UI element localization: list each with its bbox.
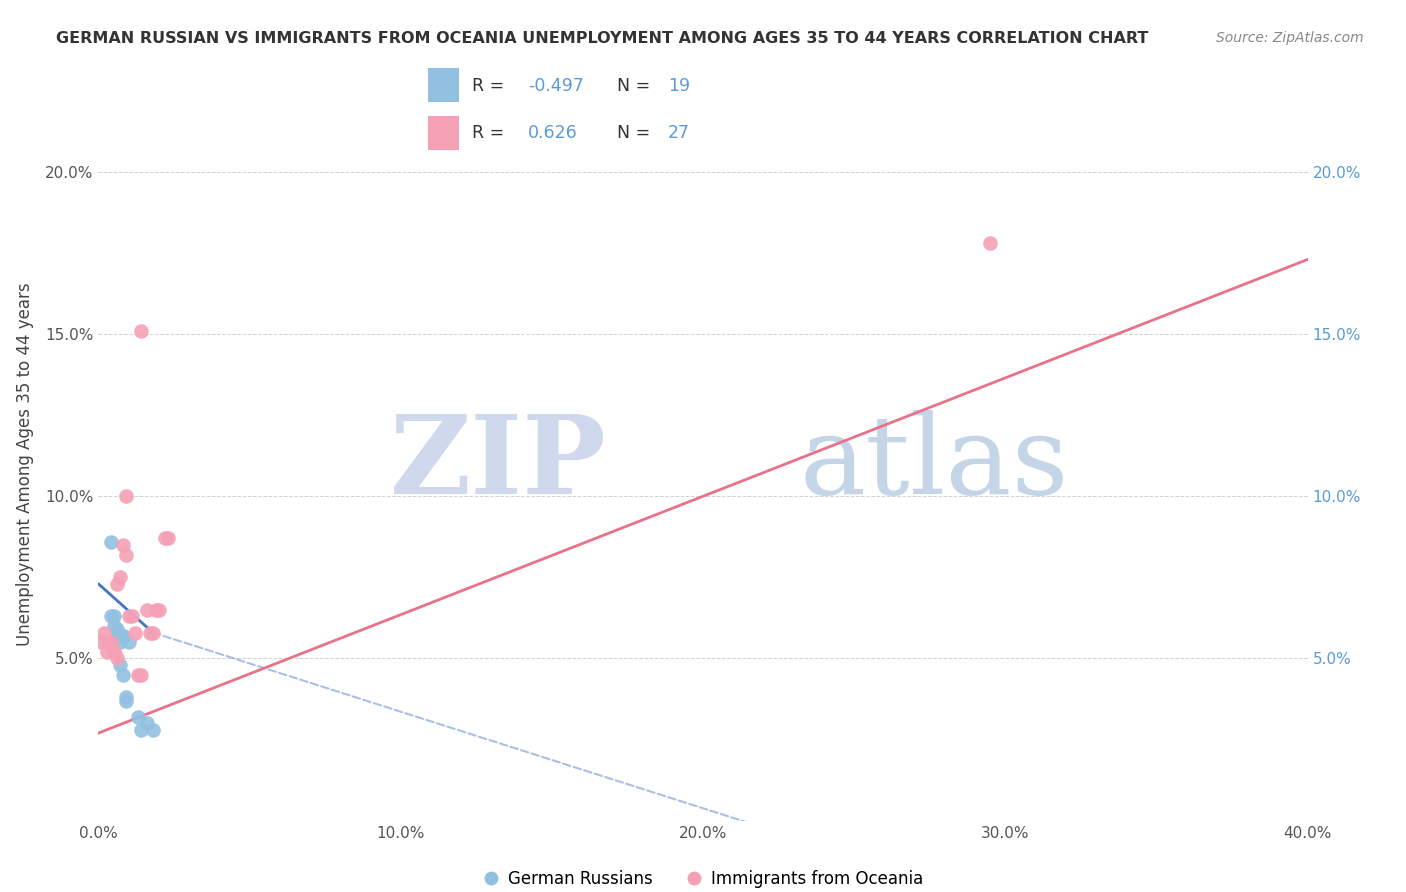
Point xyxy=(135,603,157,617)
Text: N =: N = xyxy=(617,124,651,142)
Text: R =: R = xyxy=(472,124,505,142)
Point xyxy=(108,635,131,649)
Point xyxy=(153,532,176,546)
Text: ZIP: ZIP xyxy=(389,410,606,517)
Point xyxy=(90,635,112,649)
Point xyxy=(114,693,136,707)
Point xyxy=(139,625,162,640)
Point xyxy=(124,625,146,640)
Point xyxy=(100,609,122,624)
Y-axis label: Unemployment Among Ages 35 to 44 years: Unemployment Among Ages 35 to 44 years xyxy=(15,282,34,646)
Point xyxy=(108,570,131,584)
Text: R =: R = xyxy=(472,77,505,95)
Point xyxy=(142,723,165,737)
Point xyxy=(105,577,128,591)
Text: GERMAN RUSSIAN VS IMMIGRANTS FROM OCEANIA UNEMPLOYMENT AMONG AGES 35 TO 44 YEARS: GERMAN RUSSIAN VS IMMIGRANTS FROM OCEANI… xyxy=(56,31,1149,46)
Point xyxy=(108,629,131,643)
Text: 0.626: 0.626 xyxy=(527,124,578,142)
Point xyxy=(100,635,122,649)
Text: N =: N = xyxy=(617,77,651,95)
Point xyxy=(135,716,157,731)
Text: Source: ZipAtlas.com: Source: ZipAtlas.com xyxy=(1216,31,1364,45)
Point xyxy=(156,532,179,546)
Point xyxy=(127,710,149,724)
Point xyxy=(118,635,141,649)
Point xyxy=(114,548,136,562)
Point xyxy=(129,667,152,681)
Point xyxy=(103,619,125,633)
Point xyxy=(127,667,149,681)
Bar xyxy=(429,117,458,150)
Point xyxy=(96,635,118,649)
Point xyxy=(100,534,122,549)
Text: -0.497: -0.497 xyxy=(527,77,583,95)
Bar xyxy=(429,69,458,102)
Text: atlas: atlas xyxy=(800,410,1070,517)
Point xyxy=(142,625,165,640)
Point xyxy=(103,645,125,659)
Point xyxy=(103,609,125,624)
Point xyxy=(145,603,167,617)
Point xyxy=(121,609,143,624)
Point xyxy=(118,609,141,624)
Point xyxy=(103,645,125,659)
Point xyxy=(129,723,152,737)
Text: 27: 27 xyxy=(668,124,690,142)
Point xyxy=(148,603,170,617)
Point xyxy=(105,622,128,636)
Point xyxy=(979,236,1001,251)
Text: 19: 19 xyxy=(668,77,690,95)
Point xyxy=(105,629,128,643)
Point xyxy=(111,538,134,552)
Point xyxy=(93,625,115,640)
Point xyxy=(111,667,134,681)
Point xyxy=(111,629,134,643)
Legend: German Russians, Immigrants from Oceania: German Russians, Immigrants from Oceania xyxy=(477,863,929,892)
Point xyxy=(96,645,118,659)
Point xyxy=(129,324,152,338)
Point xyxy=(108,657,131,672)
Point xyxy=(114,690,136,705)
Point xyxy=(114,489,136,503)
Point xyxy=(111,629,134,643)
Point xyxy=(105,651,128,665)
